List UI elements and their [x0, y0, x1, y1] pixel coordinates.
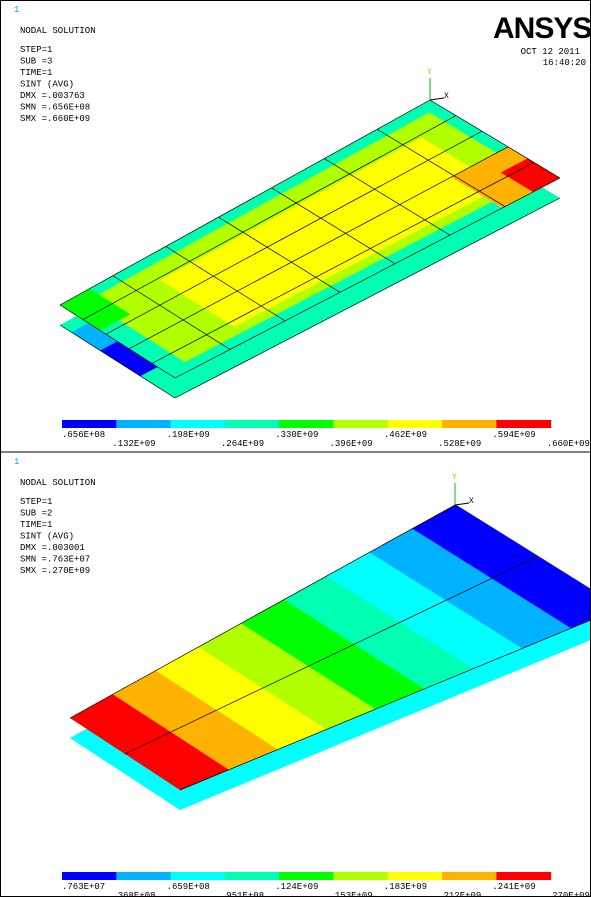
legend-label: .241E+09 [492, 882, 535, 892]
legend-swatch [116, 420, 171, 428]
solution-info: SMN =.656E+08 [20, 103, 90, 113]
legend-swatch [279, 420, 334, 428]
plot-time: 16:40:20 [543, 58, 586, 68]
legend-label: .951E+08 [221, 891, 264, 897]
legend-label: .212E+09 [438, 891, 481, 897]
triad-y-label: Y [452, 473, 457, 482]
solution-info: STEP=1 [20, 45, 52, 55]
solution-info: DMX =.003001 [20, 543, 85, 553]
legend-label: .659E+08 [167, 882, 210, 892]
legend-swatch [279, 872, 334, 880]
solution-info: SMX =.270E+09 [20, 566, 90, 576]
legend-label: .270E+09 [547, 891, 590, 897]
plot-title: NODAL SOLUTION [20, 26, 96, 36]
solution-info: TIME=1 [20, 68, 52, 78]
legend-swatch [334, 872, 389, 880]
legend-label: .594E+09 [492, 430, 535, 440]
legend-swatch [225, 872, 280, 880]
legend-swatch [496, 872, 551, 880]
legend-label: .462E+09 [384, 430, 427, 440]
legend-label: .368E+08 [112, 891, 155, 897]
plot-marker: 1 [14, 457, 19, 467]
solution-info: DMX =.003763 [20, 91, 85, 101]
legend-label: .528E+09 [438, 439, 481, 449]
legend-swatch [116, 872, 171, 880]
solution-info: SUB =3 [20, 57, 52, 67]
solution-info: SUB =2 [20, 509, 52, 519]
legend-swatch [225, 420, 280, 428]
legend-label: .763E+07 [62, 882, 105, 892]
solution-info: SINT (AVG) [20, 532, 74, 542]
legend-swatch [171, 420, 226, 428]
legend-label: .124E+09 [275, 882, 318, 892]
legend-label: .656E+08 [62, 430, 105, 440]
legend-swatch [496, 420, 551, 428]
plot-date: OCT 12 2011 [521, 47, 580, 57]
legend-swatch [62, 420, 117, 428]
plot-marker: 1 [14, 5, 19, 15]
legend-label: .153E+09 [330, 891, 373, 897]
legend-label: .264E+09 [221, 439, 264, 449]
solution-info: STEP=1 [20, 497, 52, 507]
legend-label: .183E+09 [384, 882, 427, 892]
legend-label: .132E+09 [112, 439, 155, 449]
legend-label: .198E+09 [167, 430, 210, 440]
plot-title: NODAL SOLUTION [20, 478, 96, 488]
solution-info: SINT (AVG) [20, 80, 74, 90]
legend-label: .330E+09 [275, 430, 318, 440]
triad-y-label: Y [427, 68, 432, 77]
legend-swatch [442, 420, 497, 428]
solution-info: TIME=1 [20, 520, 52, 530]
triad-x-label: X [469, 497, 474, 506]
solution-info: SMX =.660E+09 [20, 114, 90, 124]
triad-x-label: X [444, 92, 449, 101]
logo: ANSYS [493, 12, 591, 45]
legend-label: .396E+09 [330, 439, 373, 449]
legend-swatch [334, 420, 389, 428]
legend-swatch [388, 420, 443, 428]
legend-label: .660E+09 [547, 439, 590, 449]
legend-swatch [62, 872, 117, 880]
legend-swatch [171, 872, 226, 880]
legend-swatch [442, 872, 497, 880]
solution-info: SMN =.763E+07 [20, 555, 90, 565]
legend-swatch [388, 872, 443, 880]
screenshot: 1NODAL SOLUTIONSTEP=1SUB =3TIME=1SINT (A… [0, 0, 591, 897]
